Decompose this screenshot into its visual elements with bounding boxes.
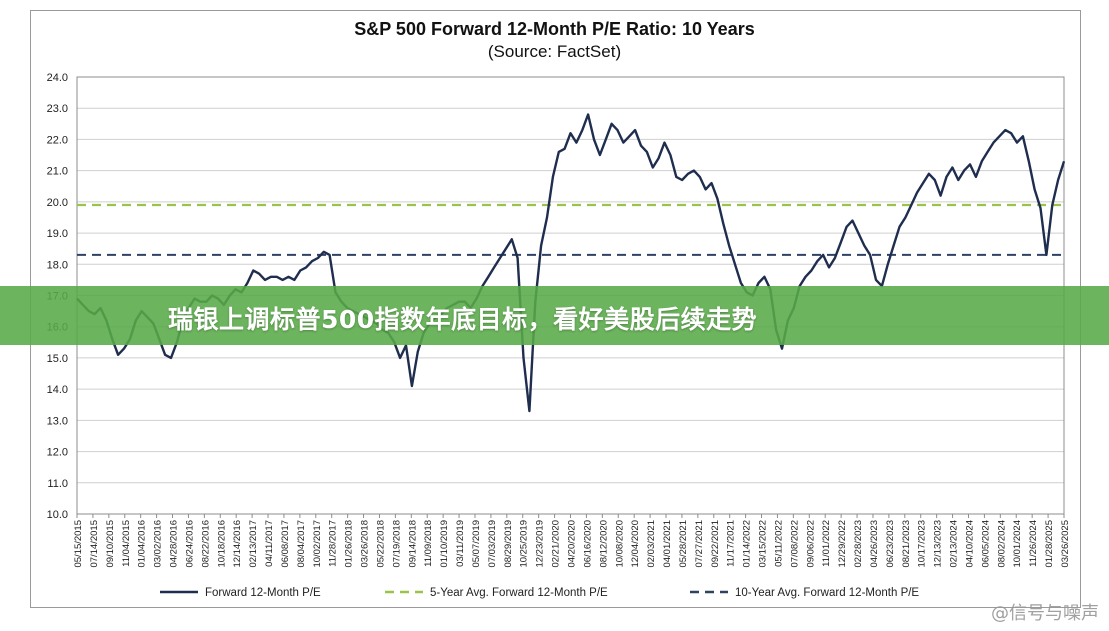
x-tick-label: 02/13/2024 bbox=[949, 520, 960, 568]
x-tick-label: 03/26/2018 bbox=[360, 520, 371, 568]
x-tick-label: 04/01/2021 bbox=[662, 520, 673, 568]
legend-ten-year-avg-label: 10-Year Avg. Forward 12-Month P/E bbox=[735, 587, 919, 599]
y-tick-label: 12.0 bbox=[47, 447, 68, 459]
x-tick-label: 10/02/2017 bbox=[312, 520, 323, 568]
x-tick-label: 11/28/2017 bbox=[328, 520, 339, 567]
x-tick-label: 09/14/2018 bbox=[407, 520, 418, 568]
x-tick-label: 12/23/2019 bbox=[535, 520, 546, 568]
x-tick-label: 06/16/2020 bbox=[582, 520, 593, 568]
x-tick-label: 05/15/2015 bbox=[73, 520, 84, 568]
x-tick-label: 10/08/2020 bbox=[614, 520, 625, 568]
x-tick-label: 01/10/2019 bbox=[439, 520, 450, 568]
x-tick-label: 01/04/2016 bbox=[137, 520, 148, 568]
x-tick-label: 08/29/2019 bbox=[503, 520, 514, 568]
y-tick-label: 20.0 bbox=[47, 197, 68, 209]
x-tick-label: 01/26/2018 bbox=[344, 520, 355, 568]
x-tick-label: 09/10/2015 bbox=[105, 520, 116, 568]
x-tick-label: 03/26/2025 bbox=[1060, 520, 1071, 568]
x-tick-label: 06/23/2023 bbox=[885, 520, 896, 568]
x-tick-label: 05/22/2018 bbox=[375, 520, 386, 568]
x-tick-label: 09/06/2022 bbox=[805, 520, 816, 568]
x-tick-label: 01/28/2025 bbox=[1044, 520, 1055, 568]
x-tick-label: 08/04/2017 bbox=[296, 520, 307, 568]
x-tick-label: 03/15/2022 bbox=[758, 520, 769, 568]
y-tick-label: 21.0 bbox=[47, 166, 68, 178]
x-tick-label: 08/21/2023 bbox=[901, 520, 912, 568]
watermark-text: @信号与噪声 bbox=[991, 603, 1099, 624]
x-tick-label: 10/25/2019 bbox=[519, 520, 530, 568]
x-tick-label: 02/21/2020 bbox=[551, 520, 562, 568]
x-tick-label: 02/13/2017 bbox=[248, 520, 259, 568]
y-tick-label: 22.0 bbox=[47, 134, 68, 146]
y-tick-label: 23.0 bbox=[47, 103, 68, 115]
watermark: @信号与噪声 bbox=[991, 599, 1099, 625]
x-tick-label: 03/11/2019 bbox=[455, 520, 466, 567]
y-tick-label: 13.0 bbox=[47, 415, 68, 427]
x-tick-label: 12/14/2016 bbox=[232, 520, 243, 568]
headline-text: 瑞银上调标普500指数年底目标，看好美股后续走势 bbox=[168, 305, 758, 334]
x-tick-label: 04/10/2024 bbox=[964, 520, 975, 568]
y-tick-label: 11.0 bbox=[47, 478, 68, 490]
x-tick-label: 08/02/2024 bbox=[996, 520, 1007, 568]
chart-title: S&P 500 Forward 12-Month P/E Ratio: 10 Y… bbox=[354, 19, 755, 39]
x-tick-label: 12/04/2020 bbox=[630, 520, 641, 568]
x-tick-label: 12/29/2022 bbox=[837, 520, 848, 568]
x-tick-label: 11/01/2022 bbox=[821, 520, 832, 567]
y-tick-label: 18.0 bbox=[47, 259, 68, 271]
x-tick-label: 12/13/2023 bbox=[933, 520, 944, 568]
y-tick-label: 10.0 bbox=[47, 509, 68, 521]
x-tick-label: 05/11/2022 bbox=[773, 520, 784, 567]
x-tick-label: 02/28/2023 bbox=[853, 520, 864, 568]
y-tick-label: 19.0 bbox=[47, 228, 68, 240]
x-tick-label: 07/19/2018 bbox=[391, 520, 402, 568]
x-tick-label: 08/22/2016 bbox=[200, 520, 211, 568]
x-tick-label: 03/02/2016 bbox=[153, 520, 164, 568]
x-tick-label: 10/18/2016 bbox=[216, 520, 227, 568]
x-tick-label: 09/22/2021 bbox=[710, 520, 721, 568]
y-tick-label: 15.0 bbox=[47, 353, 68, 365]
x-tick-label: 04/20/2020 bbox=[567, 520, 578, 568]
x-tick-label: 04/28/2016 bbox=[169, 520, 180, 568]
x-tick-label: 10/01/2024 bbox=[1012, 520, 1023, 568]
legend-forward-pe-label: Forward 12-Month P/E bbox=[205, 587, 321, 599]
x-tick-label: 06/05/2024 bbox=[980, 520, 991, 568]
x-tick-label: 11/26/2024 bbox=[1028, 520, 1039, 567]
x-tick-label: 04/11/2017 bbox=[264, 520, 275, 567]
y-tick-label: 24.0 bbox=[47, 72, 68, 84]
x-tick-label: 10/17/2023 bbox=[917, 520, 928, 568]
y-tick-label: 14.0 bbox=[47, 384, 68, 396]
x-tick-label: 11/09/2018 bbox=[423, 520, 434, 567]
x-tick-label: 01/14/2022 bbox=[742, 520, 753, 568]
headline-banner bbox=[0, 286, 1109, 345]
forward-pe-series-line bbox=[76, 113, 1066, 413]
chart-subtitle: (Source: FactSet) bbox=[487, 42, 622, 61]
x-tick-label: 07/08/2022 bbox=[789, 520, 800, 568]
x-tick-label: 06/24/2016 bbox=[184, 520, 195, 568]
x-tick-label: 07/27/2021 bbox=[694, 520, 705, 568]
x-tick-label: 07/03/2019 bbox=[487, 520, 498, 568]
x-tick-label: 11/04/2015 bbox=[121, 520, 132, 567]
x-tick-label: 04/26/2023 bbox=[869, 520, 880, 568]
x-tick-label: 05/28/2021 bbox=[678, 520, 689, 568]
x-tick-label: 02/03/2021 bbox=[646, 520, 657, 568]
x-tick-label: 11/17/2021 bbox=[726, 520, 737, 567]
x-tick-label: 06/08/2017 bbox=[280, 520, 291, 568]
x-tick-label: 05/07/2019 bbox=[471, 520, 482, 568]
x-tick-label: 08/12/2020 bbox=[598, 520, 609, 568]
legend-five-year-avg-label: 5-Year Avg. Forward 12-Month P/E bbox=[430, 587, 608, 599]
x-tick-label: 07/14/2015 bbox=[89, 520, 100, 568]
